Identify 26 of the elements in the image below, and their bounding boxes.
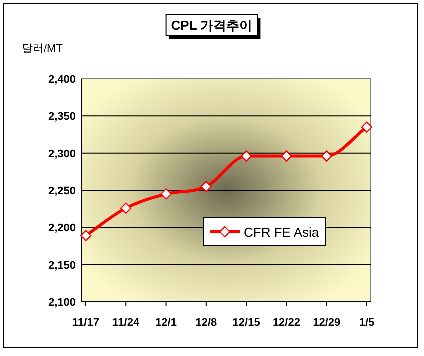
y-tick-label: 2,350 — [48, 111, 76, 124]
x-tick-label: 12/29 — [313, 317, 341, 329]
x-tick-label: 12/1 — [156, 317, 177, 329]
y-tick-label: 2,400 — [48, 74, 76, 86]
point — [200, 181, 212, 192]
x-tick-label: 12/22 — [272, 317, 300, 329]
point — [281, 150, 292, 162]
point — [361, 122, 373, 133]
point — [160, 188, 172, 200]
chart-title: CPL 가격추이 — [171, 18, 253, 33]
y-axis-title: 달러/MT — [22, 43, 64, 55]
x-tick-label: 12/8 — [196, 317, 218, 329]
x-tick-label: 11/24 — [112, 317, 140, 329]
y-tick-label: 2,300 — [48, 148, 76, 160]
y-tick-label: 2,250 — [48, 186, 76, 198]
y-tick-label: 2,100 — [48, 297, 76, 309]
point — [240, 150, 252, 162]
x-tick-label: 1/5 — [359, 317, 375, 329]
point — [120, 202, 132, 214]
point — [80, 230, 92, 242]
x-tick-label: 12/15 — [232, 317, 260, 329]
x-tick-label: 11/17 — [72, 317, 100, 329]
point — [321, 150, 332, 162]
legend-label: CFR FE Asia — [244, 225, 320, 240]
y-tick-label: 2,150 — [48, 260, 76, 272]
y-tick-label: 2,200 — [48, 222, 76, 235]
